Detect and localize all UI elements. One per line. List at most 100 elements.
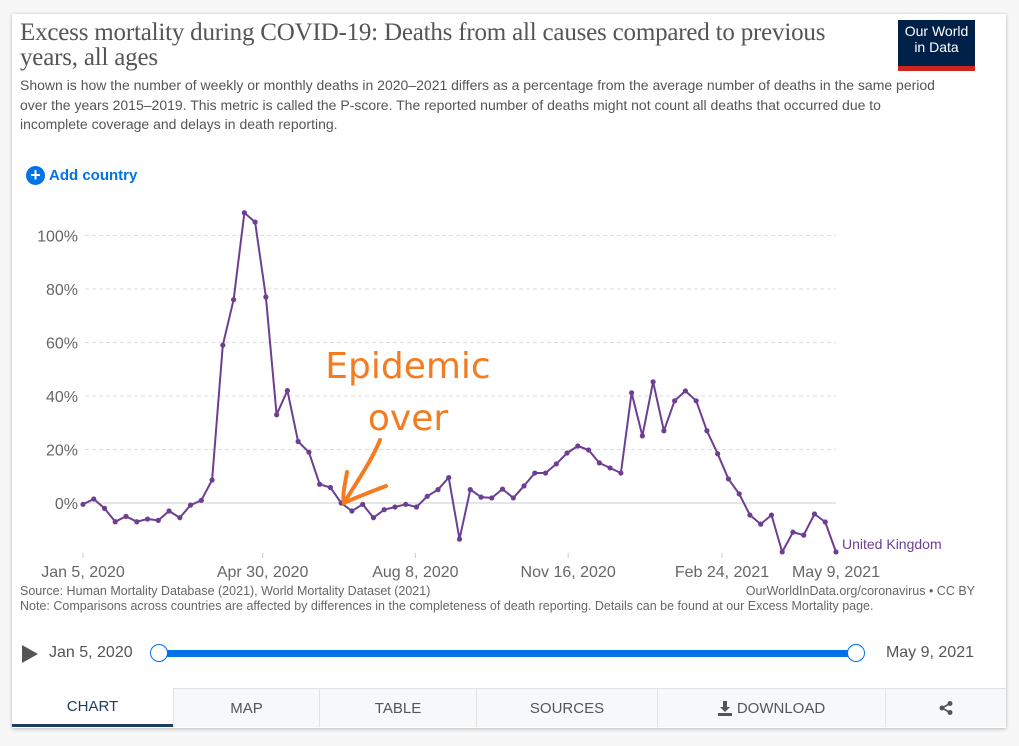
series-label-united-kingdom[interactable]: United Kingdom (842, 536, 942, 552)
data-point[interactable] (585, 447, 592, 453)
share-icon (939, 701, 953, 715)
data-point[interactable] (629, 390, 635, 396)
data-point[interactable] (489, 495, 495, 501)
data-point[interactable] (263, 294, 269, 300)
data-point[interactable] (252, 219, 258, 225)
y-tick-label: 100% (37, 229, 78, 246)
data-point[interactable] (241, 210, 247, 216)
x-tick-label: May 9, 2021 (792, 564, 880, 581)
data-point[interactable] (370, 515, 377, 521)
data-point[interactable] (284, 388, 290, 394)
tab-share[interactable] (885, 688, 1006, 727)
data-point[interactable] (510, 495, 516, 501)
note-text: Note: Comparisons across countries are a… (20, 599, 874, 613)
data-point[interactable] (564, 450, 570, 456)
tab-map[interactable]: MAP (173, 688, 319, 727)
data-point[interactable] (317, 481, 323, 487)
tab-sources[interactable]: SOURCES (476, 688, 657, 727)
y-tick-label: 20% (46, 443, 78, 460)
data-point[interactable] (134, 519, 140, 525)
tab-sources-label: SOURCES (529, 699, 605, 717)
chart-subtitle: Shown is how the number of weekly or mon… (20, 77, 935, 132)
plus-circle-icon: + (26, 166, 45, 185)
data-point[interactable] (381, 507, 387, 513)
data-point[interactable] (101, 505, 108, 511)
data-point[interactable] (650, 379, 656, 385)
data-point[interactable] (693, 398, 699, 404)
data-point[interactable] (618, 470, 624, 476)
data-point[interactable] (575, 443, 581, 449)
data-point[interactable] (187, 502, 194, 508)
source-link[interactable]: OurWorldInData.org/coronavirus • CC BY (745, 584, 975, 598)
data-point[interactable] (327, 484, 334, 491)
data-point[interactable] (392, 504, 398, 510)
data-point[interactable] (790, 529, 796, 535)
data-point[interactable] (446, 474, 452, 481)
data-point[interactable] (639, 433, 645, 439)
data-point[interactable] (715, 451, 721, 457)
data-point[interactable] (198, 497, 204, 503)
data-point[interactable] (220, 342, 226, 348)
data-point[interactable] (424, 493, 430, 499)
play-icon[interactable] (22, 645, 38, 663)
owid-logo[interactable]: Our World in Data (898, 20, 975, 71)
data-point[interactable] (413, 504, 420, 510)
tab-table[interactable]: TABLE (319, 688, 476, 727)
data-point[interactable] (123, 513, 129, 519)
annotation-arrow (341, 438, 388, 505)
data-point[interactable] (672, 398, 678, 404)
data-point[interactable] (112, 519, 118, 525)
data-point[interactable] (758, 521, 764, 527)
timeline-start-handle[interactable] (150, 644, 168, 662)
data-point[interactable] (177, 515, 183, 521)
data-point[interactable] (768, 512, 775, 518)
add-country-button[interactable]: + Add country (26, 166, 137, 185)
data-point[interactable] (596, 460, 602, 466)
data-point[interactable] (467, 487, 473, 493)
data-point[interactable] (91, 496, 97, 502)
data-point[interactable] (779, 549, 785, 555)
data-point[interactable] (274, 412, 280, 418)
data-point[interactable] (801, 532, 807, 538)
data-point[interactable] (833, 549, 839, 555)
data-point[interactable] (736, 491, 742, 497)
epidemic-over-annotation: Epidemic over (325, 346, 491, 505)
data-point[interactable] (747, 512, 753, 518)
data-point[interactable] (231, 297, 237, 303)
data-point[interactable] (811, 511, 818, 517)
data-point[interactable] (155, 517, 161, 523)
tab-download[interactable]: DOWNLOAD (657, 688, 885, 727)
timeline-end-label: May 9, 2021 (885, 644, 974, 661)
data-point[interactable] (209, 477, 215, 483)
timeline-slider: Jan 5, 2020 May 9, 2021 (20, 644, 980, 670)
timeline-track[interactable] (150, 644, 865, 662)
data-point[interactable] (499, 486, 506, 492)
timeline-end-handle[interactable] (847, 644, 865, 662)
data-point[interactable] (166, 508, 172, 514)
x-tick-label: Nov 16, 2020 (521, 564, 616, 581)
data-point[interactable] (360, 501, 366, 507)
tab-chart[interactable]: CHART (12, 688, 173, 727)
data-point[interactable] (682, 388, 689, 394)
data-point[interactable] (478, 494, 484, 500)
data-point[interactable] (532, 470, 538, 476)
data-point[interactable] (349, 508, 355, 514)
data-point[interactable] (144, 516, 151, 522)
data-point[interactable] (403, 501, 409, 507)
data-point[interactable] (822, 519, 828, 525)
y-tick-label: 0% (55, 496, 78, 513)
data-point[interactable] (704, 428, 710, 434)
data-point[interactable] (521, 483, 527, 489)
download-icon (717, 700, 732, 716)
data-point[interactable] (725, 476, 732, 482)
y-axis: 0% 20% 40% 60% 80% 100% (37, 229, 78, 514)
data-point[interactable] (435, 487, 441, 493)
data-point[interactable] (607, 465, 613, 471)
data-point[interactable] (542, 470, 549, 476)
data-point[interactable] (295, 438, 301, 445)
data-point[interactable] (306, 449, 312, 455)
data-point[interactable] (661, 428, 667, 434)
data-point[interactable] (456, 536, 463, 542)
data-point[interactable] (553, 461, 559, 467)
data-point[interactable] (80, 501, 86, 507)
